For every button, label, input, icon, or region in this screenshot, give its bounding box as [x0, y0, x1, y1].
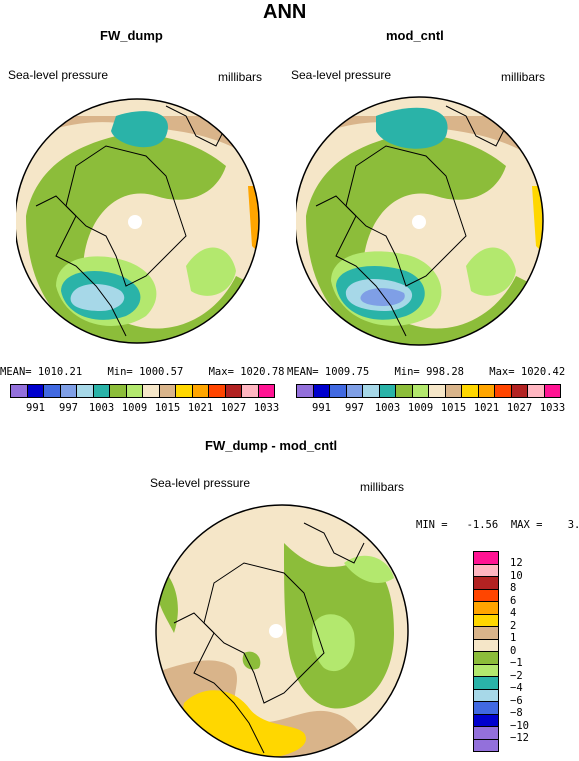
colorbar-swatch — [411, 384, 429, 398]
polar-map-difference — [155, 504, 409, 758]
diff-colorbar-swatch — [473, 663, 499, 677]
panel-variable-mod-cntl: Sea-level pressure — [291, 68, 392, 82]
colorbar-swatch — [510, 384, 528, 398]
colorbar-label: 997 — [59, 402, 78, 414]
colorbar-swatch — [329, 384, 347, 398]
diff-panel-units: millibars — [360, 480, 405, 494]
diff-colorbar-label: 2 — [510, 619, 517, 632]
colorbar-label: 1009 — [121, 402, 148, 414]
diff-colorbar-swatch — [473, 688, 499, 702]
diff-colorbar-swatch — [473, 576, 499, 590]
diff-colorbar-label: 12 — [510, 557, 523, 569]
panel-title-mod-cntl: mod_cntl — [386, 28, 444, 43]
colorbar-swatch — [241, 384, 259, 398]
diff-colorbar-swatch — [473, 613, 499, 627]
diff-colorbar-label: −8 — [510, 707, 523, 719]
diff-colorbar-label: −12 — [510, 732, 529, 744]
colorbar-swatch — [109, 384, 127, 398]
colorbar-swatch — [191, 384, 209, 398]
main-title: ANN — [263, 1, 307, 23]
panel-stats-fw-dump: MEAN= 1010.21 Min= 1000.57 Max= 1020.78 — [0, 366, 285, 378]
diff-colorbar-swatch — [473, 563, 499, 577]
diff-colorbar-label: 6 — [510, 594, 517, 607]
colorbar-label: 1003 — [374, 402, 401, 414]
colorbar-swatch — [296, 384, 314, 398]
diff-panel-stats: MIN = -1.56 MAX = 3.22 — [416, 519, 579, 531]
panel-variable-fw-dump: Sea-level pressure — [8, 68, 109, 82]
diff-colorbar-label: −1 — [510, 657, 523, 669]
colorbar-swatch — [461, 384, 479, 398]
diff-colorbar — [473, 551, 499, 752]
colorbar-swatch — [10, 384, 28, 398]
panel-title-fw-dump: FW_dump — [100, 28, 163, 43]
colorbar-label: 1027 — [506, 402, 533, 414]
colorbar-swatch — [428, 384, 446, 398]
colorbar-label: 1015 — [154, 402, 181, 414]
diff-colorbar-label: 4 — [510, 607, 517, 619]
diff-colorbar-label: −2 — [510, 669, 523, 682]
colorbar-swatch — [345, 384, 363, 398]
colorbar-label: 1033 — [253, 402, 280, 414]
diff-panel-variable: Sea-level pressure — [150, 476, 251, 490]
polar-map-fw-dump — [16, 98, 260, 344]
colorbar-label: 1021 — [473, 402, 500, 414]
colorbar-swatch — [26, 384, 44, 398]
colorbar-mod-cntl — [296, 384, 561, 398]
diff-colorbar-swatch — [473, 551, 499, 565]
colorbar-label: 1003 — [88, 402, 115, 414]
panel-units-mod-cntl: millibars — [501, 70, 546, 84]
diff-panel-title: FW_dump - mod_cntl — [205, 438, 338, 453]
colorbar-swatch — [208, 384, 226, 398]
colorbar-swatch — [224, 384, 242, 398]
colorbar-label: 997 — [345, 402, 364, 414]
colorbar-label: 1009 — [407, 402, 434, 414]
colorbar-swatch — [76, 384, 94, 398]
colorbar-swatch — [444, 384, 462, 398]
colorbar-swatch — [142, 384, 160, 398]
colorbar-label: 991 — [26, 402, 45, 414]
colorbar-label: 1015 — [440, 402, 467, 414]
colorbar-label: 991 — [312, 402, 331, 414]
colorbar-swatch — [494, 384, 512, 398]
colorbar-swatch — [92, 384, 110, 398]
diff-colorbar-swatch — [473, 738, 499, 752]
colorbar-swatch — [43, 384, 61, 398]
colorbar-swatch — [175, 384, 193, 398]
colorbar-swatch — [543, 384, 561, 398]
diff-colorbar-swatch — [473, 601, 499, 615]
diff-colorbar-swatch — [473, 651, 499, 665]
diff-colorbar-swatch — [473, 713, 499, 727]
diff-colorbar-label: 0 — [510, 644, 517, 657]
colorbar-swatch — [257, 384, 275, 398]
colorbar-swatch — [527, 384, 545, 398]
colorbar-swatch — [158, 384, 176, 398]
diff-colorbar-label: −6 — [510, 694, 523, 707]
diff-colorbar-swatch — [473, 626, 499, 640]
colorbar-label: 1027 — [220, 402, 247, 414]
diff-colorbar-swatch — [473, 588, 499, 602]
colorbar-label: 1033 — [539, 402, 566, 414]
polar-map-mod-cntl — [296, 96, 544, 346]
colorbar-label: 1021 — [187, 402, 214, 414]
colorbar-fw-dump — [10, 384, 275, 398]
colorbar-swatch — [395, 384, 413, 398]
diff-colorbar-label: −10 — [510, 719, 529, 732]
colorbar-swatch — [59, 384, 77, 398]
diff-colorbar-label: 8 — [510, 582, 517, 594]
diff-colorbar-swatch — [473, 701, 499, 715]
colorbar-swatch — [125, 384, 143, 398]
diff-colorbar-label: 10 — [510, 569, 523, 582]
diff-colorbar-swatch — [473, 638, 499, 652]
colorbar-swatch — [378, 384, 396, 398]
diff-colorbar-swatch — [473, 726, 499, 740]
colorbar-swatch — [362, 384, 380, 398]
panel-units-fw-dump: millibars — [218, 70, 263, 84]
colorbar-swatch — [312, 384, 330, 398]
diff-colorbar-label: −4 — [510, 682, 523, 694]
panel-stats-mod-cntl: MEAN= 1009.75 Min= 998.28 Max= 1020.42 — [287, 366, 566, 378]
diff-colorbar-label: 1 — [510, 632, 517, 644]
diff-colorbar-swatch — [473, 676, 499, 690]
colorbar-swatch — [477, 384, 495, 398]
